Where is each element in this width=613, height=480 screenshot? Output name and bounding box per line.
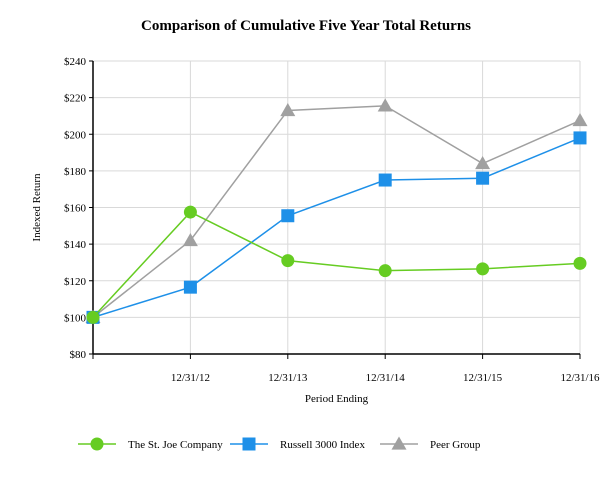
- chart-title: Comparison of Cumulative Five Year Total…: [141, 18, 471, 34]
- y-tick-label: $140: [64, 239, 87, 251]
- data-point-the-st-joe-company: [378, 264, 392, 278]
- data-point-peer-group: [182, 232, 198, 247]
- y-tick-label: $180: [64, 166, 87, 178]
- data-point-russell-3000-index: [573, 131, 587, 145]
- data-point-russell-3000-index: [281, 209, 295, 223]
- axes: [89, 60, 581, 359]
- data-point-the-st-joe-company: [86, 310, 100, 324]
- x-axis-label: Period Ending: [305, 393, 369, 405]
- series-russell-3000-index: [86, 131, 587, 324]
- data-point-russell-3000-index: [476, 171, 490, 185]
- gridlines: [93, 60, 581, 354]
- data-point-russell-3000-index: [378, 173, 392, 187]
- legend-marker-circle: [90, 437, 104, 451]
- series-peer-group: [85, 98, 588, 323]
- series-line-russell-3000-index: [92, 137, 581, 319]
- x-tick-label: 12/31/15: [463, 372, 503, 384]
- y-tick-label: $80: [70, 349, 87, 361]
- legend-label: Russell 3000 Index: [280, 439, 365, 451]
- data-point-peer-group: [377, 98, 393, 112]
- data-point-the-st-joe-company: [183, 205, 197, 219]
- legend-label: The St. Joe Company: [128, 439, 223, 451]
- x-tick-label: 12/31/14: [366, 372, 406, 384]
- y-tick-label: $200: [64, 129, 87, 141]
- y-tick-label: $160: [64, 203, 87, 215]
- series-line-the-st-joe-company: [92, 211, 581, 318]
- y-tick-label: $120: [64, 276, 87, 288]
- legend-marker-triangle: [391, 436, 407, 450]
- legend-item-the-st-joe-company: The St. Joe Company: [78, 437, 223, 451]
- y-axis-label: Indexed Return: [31, 173, 43, 242]
- series: [85, 98, 588, 324]
- legend-label: Peer Group: [430, 439, 481, 451]
- y-tick-label: $100: [64, 312, 87, 324]
- y-tick-label: $220: [64, 93, 87, 105]
- series-line-peer-group: [92, 105, 581, 318]
- x-tick-label: 12/31/12: [171, 372, 210, 384]
- legend-item-peer-group: Peer Group: [380, 436, 481, 451]
- data-point-russell-3000-index: [183, 280, 197, 294]
- data-point-peer-group: [572, 113, 588, 127]
- legend-marker-square: [242, 437, 256, 451]
- tick-labels: $80 $100 $120 $140 $160 $180 $200 $220 $240 12/31…: [64, 56, 600, 384]
- data-point-the-st-joe-company: [573, 256, 587, 270]
- legend: The St. Joe Company Russell 3000 Index Pee…: [78, 436, 481, 451]
- data-point-the-st-joe-company: [281, 254, 295, 268]
- data-point-the-st-joe-company: [476, 262, 490, 276]
- series-the-st-joe-company: [86, 205, 587, 324]
- x-tick-label: 12/31/16: [560, 372, 600, 384]
- data-point-peer-group: [475, 156, 491, 170]
- x-tick-label: 12/31/13: [268, 372, 308, 384]
- y-tick-label: $240: [64, 56, 87, 68]
- legend-item-russell-3000-index: Russell 3000 Index: [230, 437, 365, 451]
- data-point-peer-group: [280, 102, 296, 117]
